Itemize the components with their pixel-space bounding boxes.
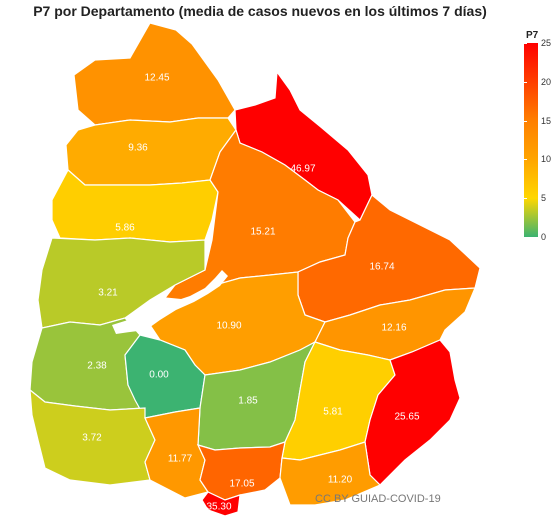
- legend-tick-mark: [524, 198, 527, 200]
- legend-tick-0: 0: [541, 232, 547, 242]
- dept-value-maldonado: 11.20: [328, 475, 353, 486]
- dept-value-flores: 0.00: [149, 370, 169, 381]
- legend-color-bar: [524, 43, 538, 237]
- legend-tick-mark: [524, 120, 527, 122]
- legend-tick-15: 15: [541, 115, 552, 126]
- legend-tick-10: 10: [541, 154, 552, 165]
- dept-salto[interactable]: [65, 117, 237, 186]
- dept-paysandu[interactable]: [51, 169, 219, 243]
- dept-value-salto: 9.36: [128, 143, 148, 154]
- dept-value-montevideo: 35.30: [206, 502, 231, 513]
- dept-value-lavalleja: 5.81: [323, 407, 343, 418]
- dept-value-durazno: 10.90: [216, 321, 241, 332]
- legend-title: P7: [526, 30, 539, 41]
- dept-value-canelones: 17.05: [229, 479, 254, 490]
- dept-value-cerro-largo: 16.74: [369, 262, 394, 273]
- legend-tick-mark: [524, 237, 527, 238]
- dept-value-soriano: 2.38: [87, 361, 107, 372]
- legend-tick-25: 25: [541, 38, 552, 48]
- dept-value-florida: 1.85: [238, 396, 258, 407]
- dept-canelones[interactable]: [196, 441, 286, 501]
- dept-value-colonia: 3.72: [82, 433, 102, 444]
- dept-value-san-jose: 11.77: [168, 454, 193, 465]
- dept-value-treinta-y-tres: 12.16: [381, 323, 406, 334]
- reservoir-lake: [112, 270, 228, 334]
- dept-value-artigas: 12.45: [144, 73, 169, 84]
- choropleth-map: 12.45 9.36 46.97 5.86 15.21 16.74 3.21 10.90 12.…: [29, 22, 481, 517]
- legend-tick-20: 20: [541, 76, 552, 87]
- dept-value-paysandu: 5.86: [115, 223, 135, 234]
- dept-montevideo[interactable]: [201, 491, 241, 517]
- dept-value-rocha: 25.65: [394, 412, 419, 423]
- dept-value-tacuarembo: 15.21: [250, 227, 275, 238]
- dept-value-rio-negro: 3.21: [98, 288, 118, 299]
- dept-rocha[interactable]: [364, 339, 461, 486]
- legend-tick-mark: [524, 43, 527, 44]
- legend-tick-mark: [524, 81, 527, 83]
- legend-tick-mark: [524, 159, 527, 161]
- dept-maldonado[interactable]: [279, 441, 382, 506]
- dept-rio-negro[interactable]: [37, 237, 206, 329]
- dept-value-rivera: 46.97: [290, 164, 315, 175]
- legend-tick-5: 5: [541, 193, 547, 204]
- map-title: P7 por Departamento (media de casos nuev…: [33, 3, 487, 19]
- credit-text: CC BY GUIAD-COVID-19: [315, 493, 441, 505]
